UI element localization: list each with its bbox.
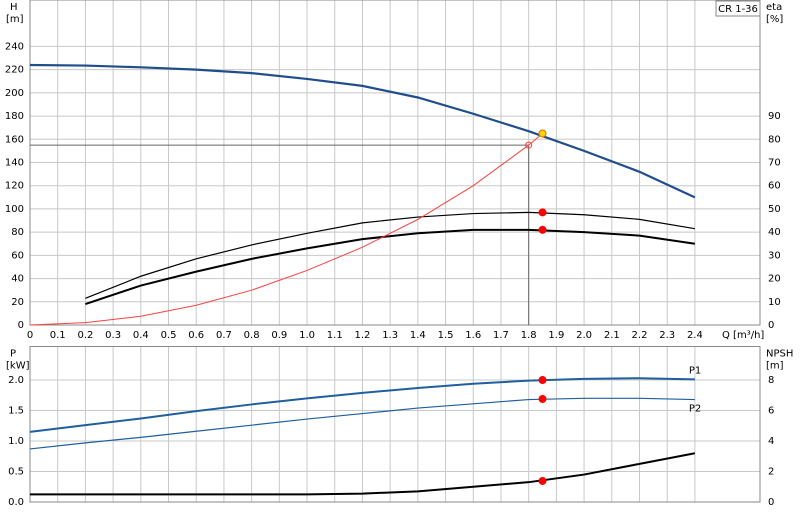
- series-line: [29, 377, 695, 433]
- y2-tick-label: 30: [768, 250, 781, 261]
- y2-axis-unit: [%]: [766, 14, 783, 25]
- y-tick-label: 60: [11, 250, 24, 261]
- plot-area: [29, 346, 761, 503]
- y-tick-label: 180: [5, 111, 24, 122]
- x-tick-label: 2.0: [576, 330, 592, 341]
- y-tick-label: 140: [5, 158, 24, 169]
- y-tick-label: 80: [11, 227, 24, 238]
- y-tick-label: 0: [18, 320, 24, 331]
- operating-point: [538, 476, 547, 485]
- y2-tick-label: 6: [768, 406, 774, 417]
- x-tick-label: 1.8: [521, 330, 537, 341]
- x-tick-label: 0.9: [271, 330, 287, 341]
- series-line: [29, 63, 696, 199]
- series-line: [29, 133, 543, 326]
- y-tick-label: 0.5: [8, 467, 24, 478]
- x-tick-label: 1.3: [382, 330, 398, 341]
- x-tick-label: 1.7: [493, 330, 509, 341]
- y2-tick-label: 60: [768, 181, 781, 192]
- y2-tick-label: 50: [768, 204, 781, 215]
- x-tick-label: 0.5: [161, 330, 177, 341]
- x-tick-label: 2.3: [659, 330, 675, 341]
- y2-axis-label: eta: [766, 2, 782, 13]
- y-tick-label: 1.0: [8, 436, 24, 447]
- x-tick-label: 0.3: [105, 330, 121, 341]
- y-tick-label: 120: [5, 181, 24, 192]
- x-tick-label: 1.5: [438, 330, 454, 341]
- title-box: [715, 0, 761, 17]
- y2-tick-label: 20: [768, 274, 781, 285]
- y2-tick-label: 40: [768, 227, 781, 238]
- y-axis-label: P: [10, 349, 16, 360]
- y2-tick-label: 0: [768, 497, 774, 508]
- y-tick-label: 160: [5, 134, 24, 145]
- operating-point: [538, 376, 547, 385]
- x-tick-label: 0: [27, 330, 33, 341]
- y2-axis-unit: [m]: [766, 361, 784, 372]
- y2-tick-label: 90: [768, 111, 781, 122]
- y-tick-label: 0.0: [8, 497, 24, 508]
- series-label: P2: [689, 404, 701, 415]
- x-tick-label: 1.0: [299, 330, 315, 341]
- operating-point: [538, 225, 547, 234]
- x-tick-label: 0.1: [50, 330, 66, 341]
- x-tick-label: 0.6: [188, 330, 204, 341]
- y2-tick-label: 10: [768, 297, 781, 308]
- y2-tick-label: 4: [768, 436, 774, 447]
- x-tick-label: 0.4: [133, 330, 149, 341]
- y2-tick-label: 2: [768, 467, 774, 478]
- y-tick-label: 200: [5, 88, 24, 99]
- operating-point: [538, 394, 547, 403]
- series-line: [29, 397, 695, 450]
- y2-tick-label: 0: [768, 320, 774, 331]
- plot-border: [29, 0, 761, 326]
- x-tick-label: 0.8: [244, 330, 260, 341]
- x-tick-label: 0.2: [77, 330, 93, 341]
- x-tick-label: 1.9: [548, 330, 564, 341]
- duty-point: [525, 141, 533, 149]
- x-tick-label: 1.4: [410, 330, 426, 341]
- y-tick-label: 240: [5, 41, 24, 52]
- y-axis-unit: [kW]: [6, 361, 30, 372]
- operating-point: [538, 129, 547, 138]
- y2-tick-label: 8: [768, 375, 774, 386]
- y-tick-label: 40: [11, 274, 24, 285]
- y-axis-unit: [m]: [6, 14, 24, 25]
- x-axis-label: Q [m³/h]: [722, 330, 764, 341]
- x-tick-label: 2.1: [604, 330, 620, 341]
- y-axis-label: H: [10, 2, 18, 13]
- x-tick-label: 0.7: [216, 330, 232, 341]
- y-tick-label: 2.0: [8, 375, 24, 386]
- y-tick-label: 100: [5, 204, 24, 215]
- series-line: [30, 452, 696, 496]
- x-tick-label: 2.4: [687, 330, 703, 341]
- y-tick-label: 20: [11, 297, 24, 308]
- x-tick-label: 1.1: [327, 330, 343, 341]
- y2-axis-label: NPSH: [766, 349, 793, 360]
- plot-border: [29, 346, 761, 503]
- x-tick-label: 1.6: [465, 330, 481, 341]
- chart-title: CR 1-36: [718, 4, 758, 15]
- y-tick-label: 1.5: [8, 406, 24, 417]
- series-line: [85, 228, 696, 306]
- series-line: [85, 211, 695, 299]
- y-tick-label: 220: [5, 65, 24, 76]
- operating-point: [538, 208, 547, 217]
- y2-tick-label: 70: [768, 158, 781, 169]
- x-tick-label: 1.2: [354, 330, 370, 341]
- series-label: P1: [689, 365, 701, 376]
- x-tick-label: 2.2: [632, 330, 648, 341]
- y2-tick-label: 80: [768, 134, 781, 145]
